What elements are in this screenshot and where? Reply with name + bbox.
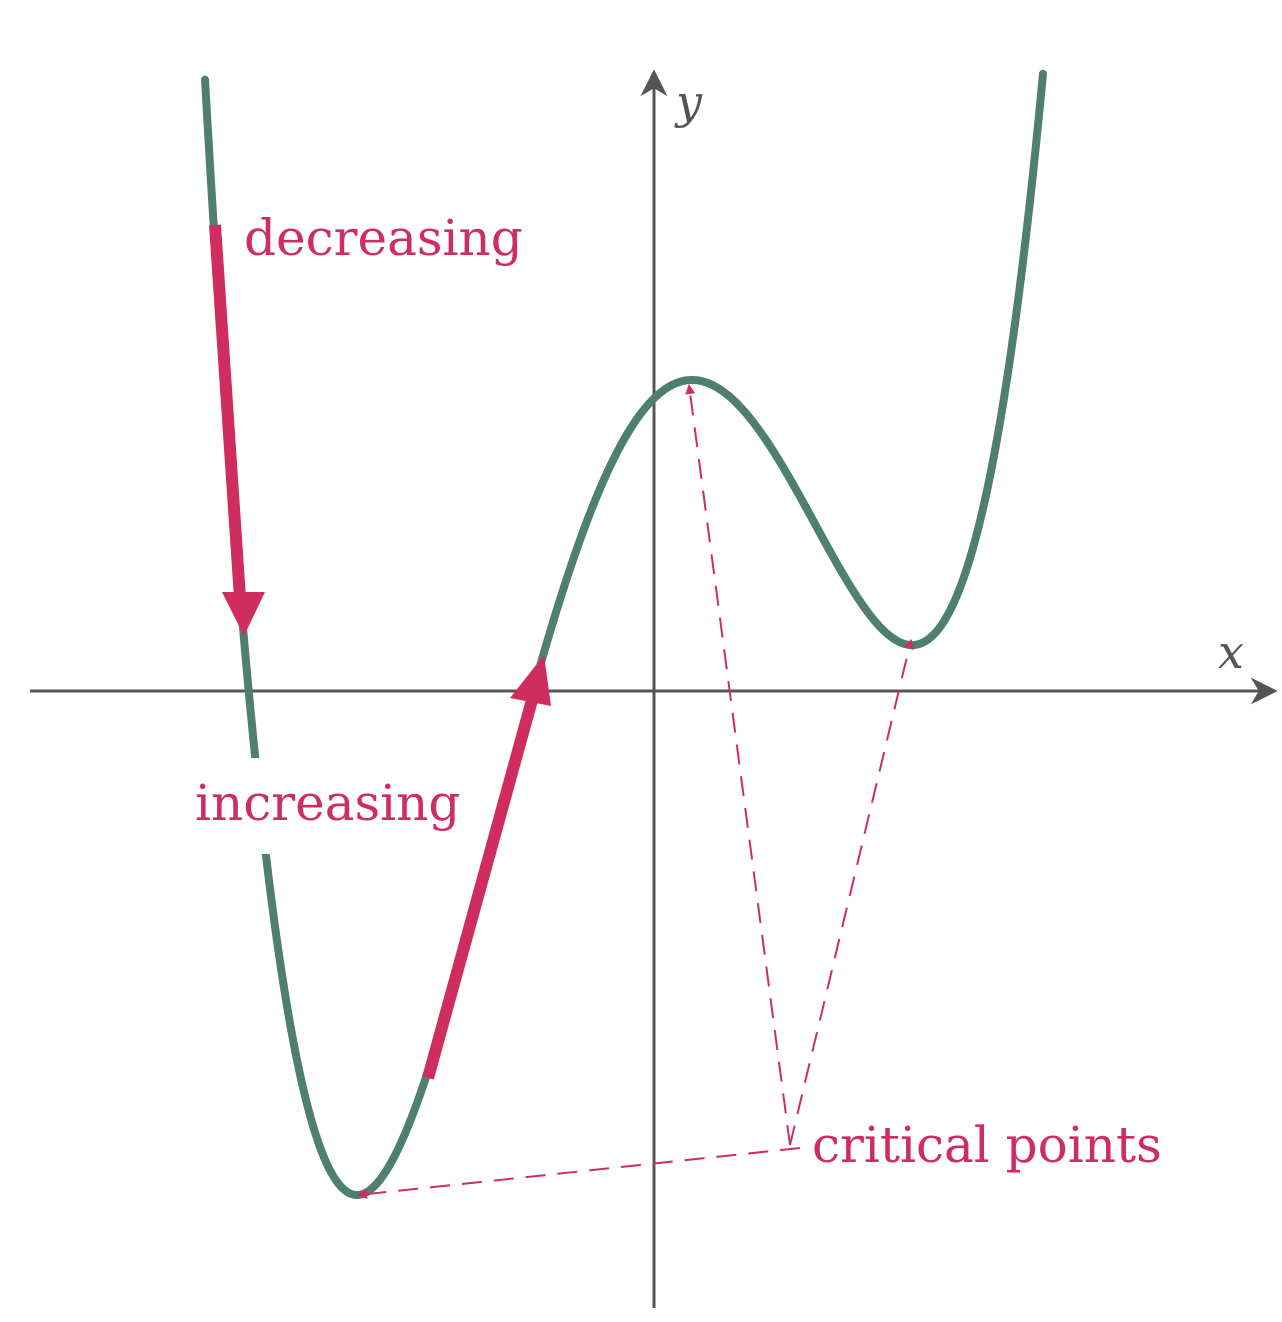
x-axis-label: x <box>1218 625 1244 679</box>
function-curve <box>201 69 1047 1199</box>
pointer-local-min-right <box>789 639 914 1146</box>
critical-points-label: critical points <box>812 1116 1162 1174</box>
increasing-segment <box>422 698 538 1080</box>
increasing-label: increasing <box>195 774 460 832</box>
label-gap <box>180 758 480 854</box>
decreasing-label: decreasing <box>244 209 523 267</box>
increasing-arrowhead <box>510 655 551 706</box>
decreasing-arrowhead <box>222 592 265 636</box>
y-axis-label: y <box>674 75 703 129</box>
pointer-local-max <box>685 384 791 1146</box>
pointer-global-min <box>357 1147 801 1200</box>
decreasing-segment <box>209 224 246 599</box>
